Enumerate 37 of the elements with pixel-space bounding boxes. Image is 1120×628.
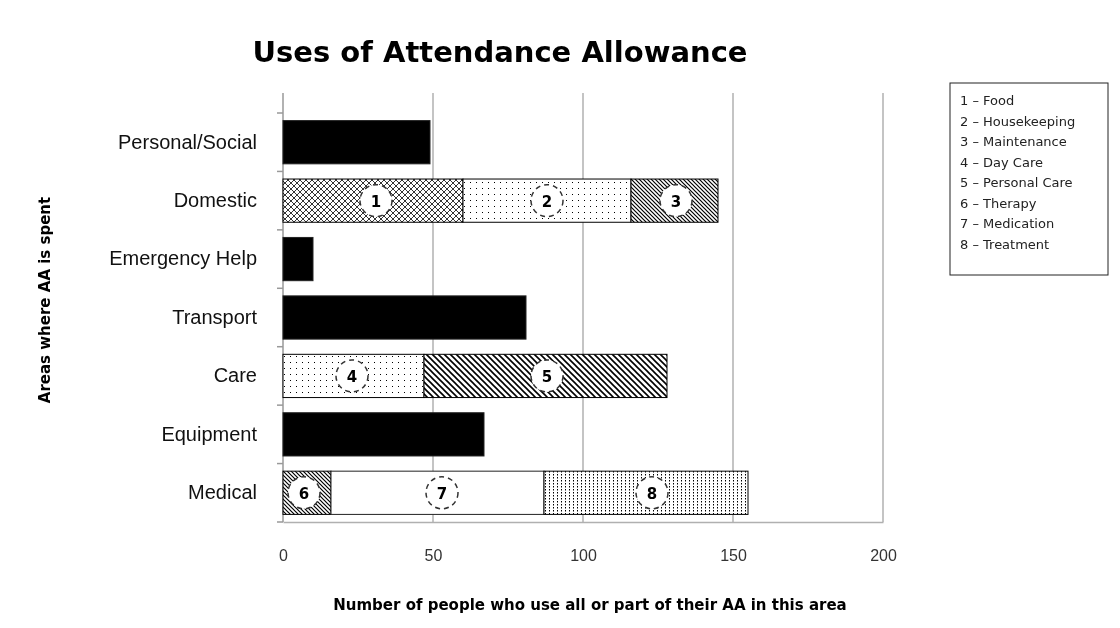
bar <box>282 295 527 340</box>
y-tick-label: Transport <box>172 305 258 328</box>
annotation: 4 <box>346 367 358 386</box>
annotation: 3 <box>670 192 682 211</box>
annotation: 1 <box>370 192 382 211</box>
x-tick-label: 50 <box>424 547 443 565</box>
text: 3 – Maintenance <box>960 134 1067 149</box>
text: 6 – Therapy <box>960 195 1037 211</box>
y-tick-label: Care <box>213 364 257 387</box>
text: 8 – Treatment <box>960 236 1050 252</box>
y-tick-label: Domestic <box>173 189 257 212</box>
y-tick-label: Equipment <box>161 422 258 445</box>
annotation: 7 <box>436 484 448 503</box>
bar <box>282 412 485 457</box>
text: 4 – Day Care <box>960 154 1043 170</box>
y-axis-title: Areas where AA is spent <box>36 196 54 404</box>
text: 2 – Housekeeping <box>960 113 1076 129</box>
y-tick-label: Medical <box>188 481 257 504</box>
bar <box>282 120 431 165</box>
x-tick-label: 0 <box>279 547 289 565</box>
bar <box>282 236 314 282</box>
annotation: 5 <box>541 367 553 386</box>
text: 1 – Food <box>960 93 1015 108</box>
x-axis-title: Number of people who use all or part of their AA in this area <box>333 596 847 614</box>
x-tick-label: 150 <box>720 547 747 565</box>
bar <box>330 470 545 515</box>
x-tick-label: 200 <box>870 547 897 565</box>
bar <box>543 470 749 515</box>
y-tick-label: Personal/Social <box>118 130 257 153</box>
annotation: 2 <box>541 192 553 211</box>
annotation: 6 <box>298 484 310 503</box>
text: 7 – Medication <box>960 216 1055 231</box>
y-tick-label: Emergency Help <box>109 247 257 270</box>
annotation: 8 <box>646 484 658 503</box>
chart-title: Uses of Attendance Allowance <box>252 35 748 69</box>
text: 5 – Personal Care <box>960 175 1073 190</box>
x-tick-label: 100 <box>570 547 597 565</box>
